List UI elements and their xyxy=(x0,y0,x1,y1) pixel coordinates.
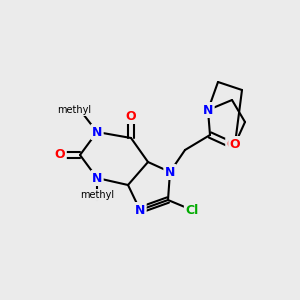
Text: O: O xyxy=(230,137,240,151)
Text: O: O xyxy=(126,110,136,122)
Text: O: O xyxy=(227,139,237,152)
Text: N: N xyxy=(203,103,213,116)
Text: Cl: Cl xyxy=(185,203,199,217)
Text: methyl: methyl xyxy=(80,190,114,200)
Text: O: O xyxy=(55,148,65,161)
Text: methyl: methyl xyxy=(57,105,91,115)
Text: N: N xyxy=(92,172,102,184)
Text: N: N xyxy=(165,166,175,178)
Text: N: N xyxy=(135,203,145,217)
Text: N: N xyxy=(92,125,102,139)
